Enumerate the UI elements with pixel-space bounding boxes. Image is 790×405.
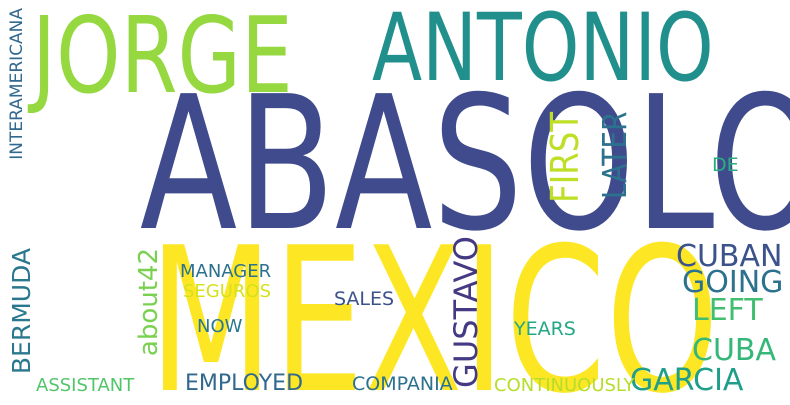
word-jorge: JORGE xyxy=(32,0,293,117)
word-years: YEARS xyxy=(514,318,576,340)
word-now: NOW xyxy=(197,316,243,337)
word-seguros: SEGUROS xyxy=(183,281,272,302)
word-cuba: CUBA xyxy=(692,333,777,368)
word-continuously: CONTINUOUSLY xyxy=(494,375,635,396)
word-first: FIRST xyxy=(543,112,587,203)
word-antonio: ANTONIO xyxy=(372,0,714,103)
word-later: LATER xyxy=(595,111,634,200)
word-mexico: MEXICO xyxy=(148,205,720,405)
word-assistant: ASSISTANT xyxy=(36,375,135,396)
word-left: LEFT xyxy=(692,293,763,328)
word-gustavo: GUSTAVO xyxy=(447,236,485,388)
word-manager: MANAGER xyxy=(180,261,272,282)
word-interamericana: INTERAMERICANA xyxy=(7,8,27,160)
word-sales: SALES xyxy=(334,288,395,310)
word-about42: about42 xyxy=(134,248,164,357)
word-de: DE xyxy=(712,154,739,176)
word-bermuda: BERMUDA xyxy=(7,248,36,375)
word-compania: COMPANIA xyxy=(352,373,453,395)
word-going: GOING xyxy=(682,265,784,300)
word-garcia: GARCIA xyxy=(630,363,744,398)
word-employed: EMPLOYED xyxy=(185,371,304,396)
word-cuban: CUBAN xyxy=(676,239,783,274)
word-abasolo: ABASOLO xyxy=(139,56,790,272)
